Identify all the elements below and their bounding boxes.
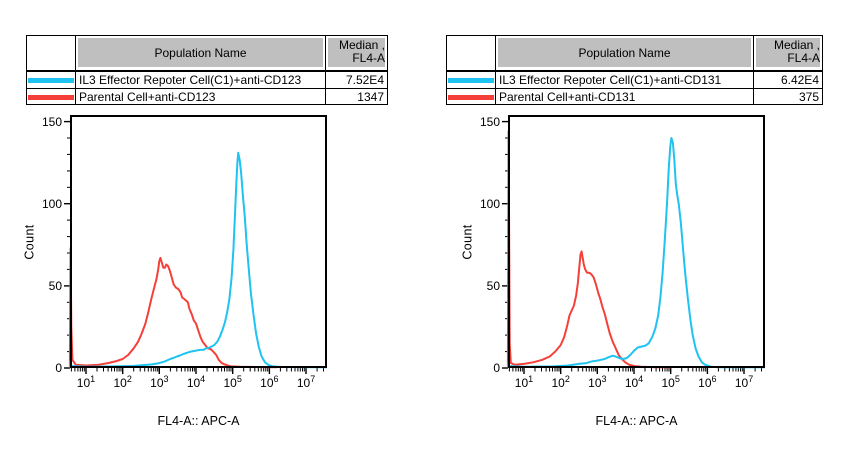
x-tick-label: 106: [698, 374, 717, 390]
median-header: Median , FL4-A: [756, 38, 820, 67]
y-tick-label: 0: [493, 361, 500, 375]
median-header: Median , FL4-A: [328, 38, 385, 67]
y-axis-title: Count: [23, 223, 38, 260]
population-name: IL3 Effector Repoter Cell(C1)+anti-CD131: [496, 72, 754, 88]
legend-swatch-cell: [447, 72, 496, 88]
population-name-header: Population Name: [498, 38, 751, 67]
legend-table-cd131: Population Name Median , FL4-A IL3 Effec…: [446, 35, 823, 105]
legend-population-header-cell: Population Name: [76, 36, 326, 70]
x-tick-label: 104: [186, 374, 206, 390]
x-tick-label: 103: [150, 374, 169, 390]
x-tick-label: 105: [661, 374, 680, 390]
legend-median-header-cell: Median , FL4-A: [326, 36, 387, 70]
legend-row-effector: IL3 Effector Repoter Cell(C1)+anti-CD123…: [27, 72, 387, 88]
x-tick-label: 101: [76, 374, 96, 390]
legend-row-parental: Parental Cell+anti-CD123 1347: [27, 88, 387, 104]
legend-median-header-cell: Median , FL4-A: [754, 36, 822, 70]
legend-header-row: Population Name Median , FL4-A: [447, 36, 822, 72]
y-tick-label: 150: [479, 114, 500, 129]
median-value: 1347: [357, 90, 384, 104]
x-tick-label: 105: [223, 374, 242, 390]
y-tick-label: 100: [41, 196, 62, 211]
y-tick-label: 150: [41, 114, 62, 129]
legend-row-effector: IL3 Effector Repoter Cell(C1)+anti-CD131…: [447, 72, 822, 88]
x-tick-label: 107: [296, 374, 316, 390]
legend-swatch-cell: [27, 89, 76, 104]
red-line-swatch: [28, 95, 74, 100]
y-tick-label: 50: [486, 278, 500, 293]
y-tick-label: 100: [479, 196, 500, 211]
legend-row-parental: Parental Cell+anti-CD131 375: [447, 88, 822, 104]
histogram-canvas-cd123: [64, 115, 328, 374]
cyan-line-swatch: [448, 78, 494, 83]
x-tick-label: 102: [113, 374, 132, 390]
population-name: Parental Cell+anti-CD123: [76, 89, 326, 104]
histogram-canvas-cd131: [502, 115, 766, 374]
y-axis-title: Count: [461, 223, 476, 260]
x-tick-label: 107: [734, 374, 754, 390]
x-axis-title: FL4-A:: APC-A: [595, 414, 678, 428]
x-tick-label: 104: [624, 374, 644, 390]
legend-swatch-cell: [447, 89, 496, 104]
legend-swatch-header-cell: [27, 36, 76, 70]
median-header-line1: Median ,: [338, 38, 385, 52]
cyan-line-swatch: [28, 78, 74, 83]
median-header-line1: Median ,: [773, 38, 820, 52]
population-name: IL3 Effector Repoter Cell(C1)+anti-CD123: [76, 72, 326, 88]
legend-swatch-header-cell: [447, 36, 496, 70]
median-header-line2: FL4-A: [352, 51, 385, 65]
x-axis-title: FL4-A:: APC-A: [157, 414, 240, 428]
x-tick-label: 103: [588, 374, 607, 390]
median-header-line2: FL4-A: [787, 51, 820, 65]
x-tick-label: 101: [514, 374, 534, 390]
population-name: Parental Cell+anti-CD131: [496, 89, 754, 104]
x-tick-label: 102: [551, 374, 570, 390]
x-tick-label: 106: [260, 374, 279, 390]
median-value: 7.52E4: [345, 73, 384, 87]
y-tick-label: 50: [48, 278, 62, 293]
legend-swatch-cell: [27, 72, 76, 88]
population-name-header: Population Name: [78, 38, 323, 67]
legend-population-header-cell: Population Name: [496, 36, 754, 70]
legend-header-row: Population Name Median , FL4-A: [27, 36, 387, 72]
y-tick-label: 0: [55, 361, 62, 375]
legend-table-cd123: Population Name Median , FL4-A IL3 Effec…: [26, 35, 388, 105]
red-line-swatch: [448, 95, 494, 100]
median-value: 6.42E4: [780, 73, 819, 87]
median-value: 375: [798, 90, 819, 104]
